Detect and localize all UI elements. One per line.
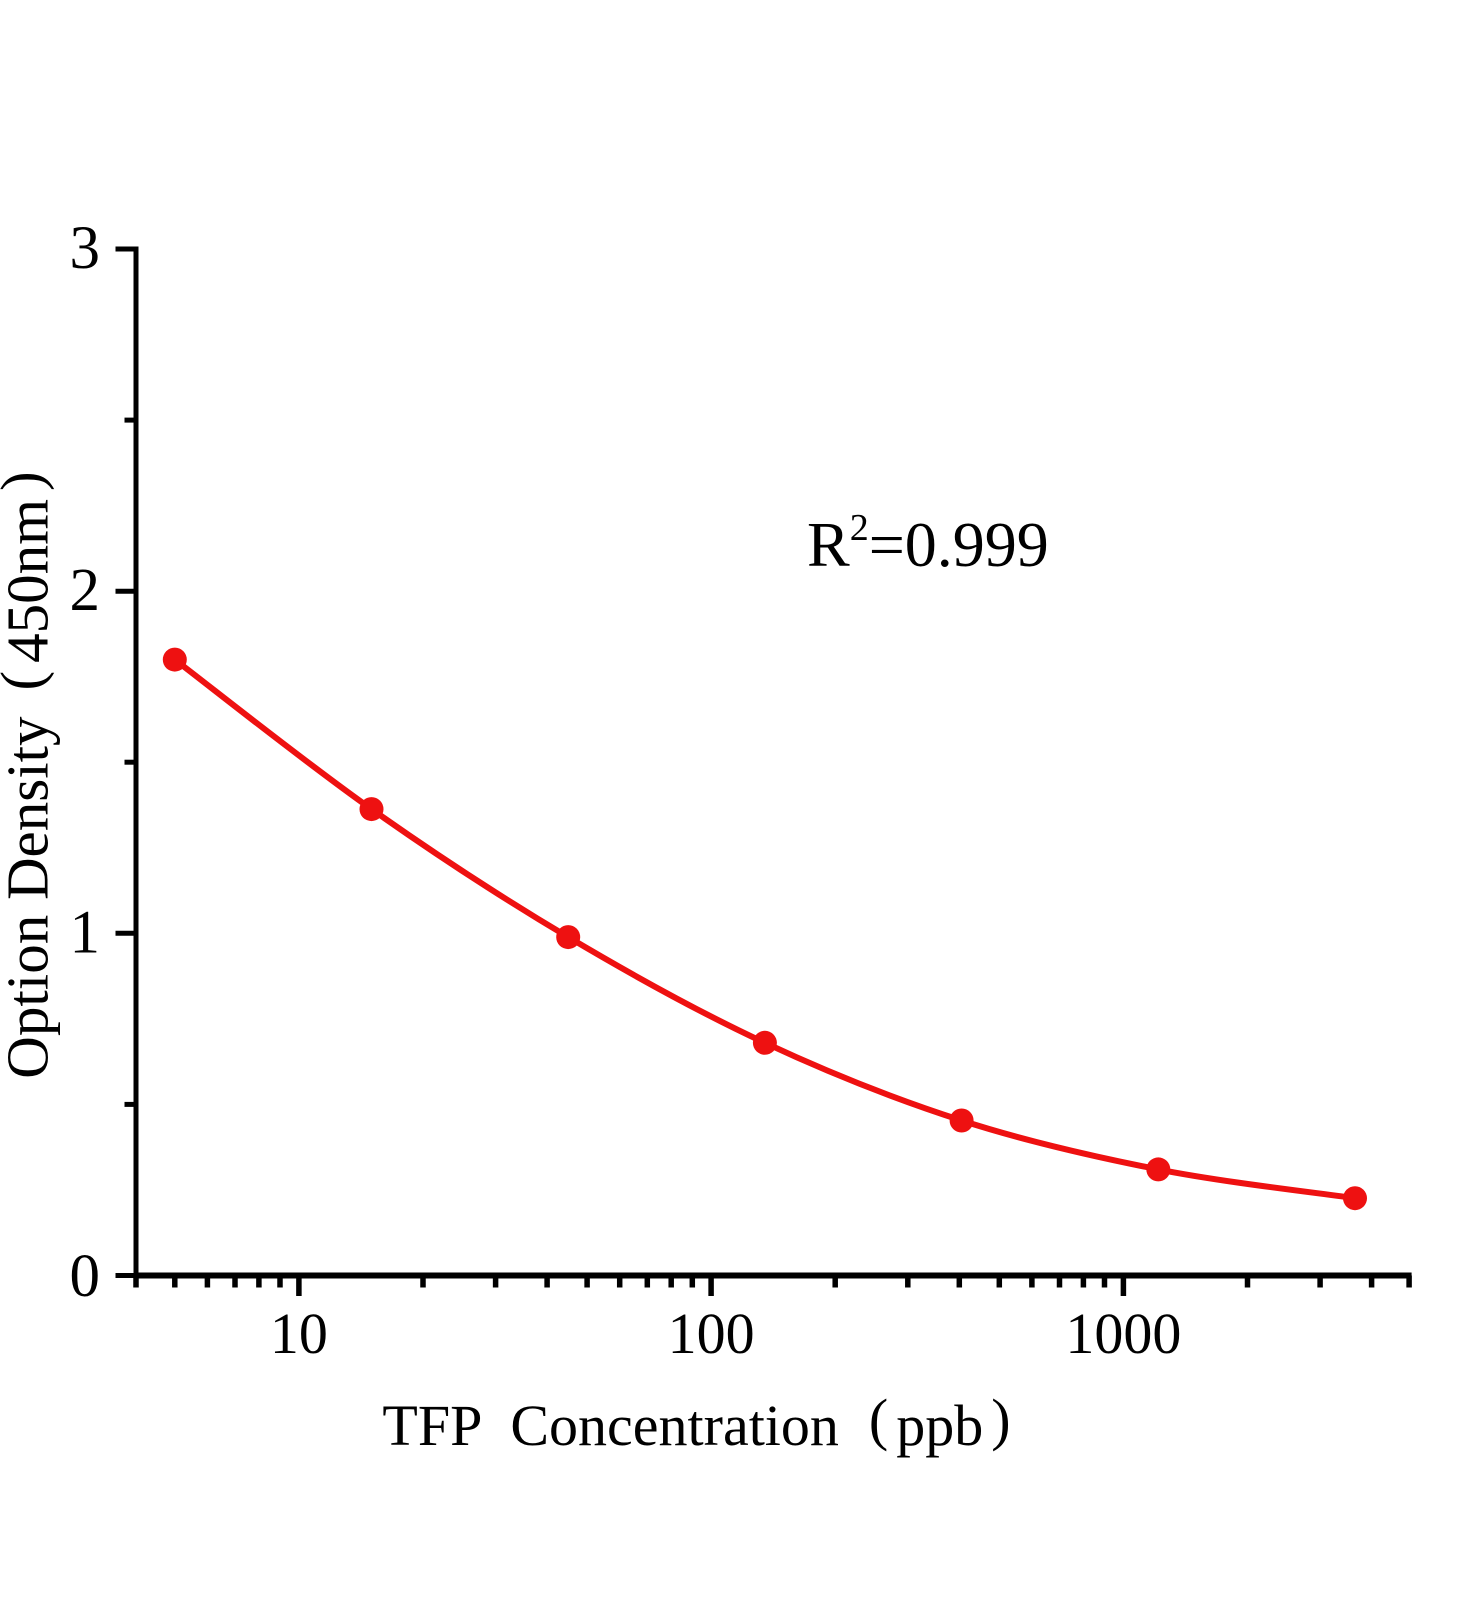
- svg-text:100: 100: [668, 1301, 755, 1366]
- svg-text:0: 0: [70, 1243, 101, 1310]
- svg-text:Option Density(450nm): Option Density(450nm): [0, 471, 61, 1078]
- svg-text:1: 1: [70, 899, 101, 966]
- svg-text:1000: 1000: [1065, 1301, 1181, 1366]
- svg-text:3: 3: [70, 215, 101, 282]
- svg-text:R2=0.999: R2=0.999: [807, 507, 1049, 580]
- svg-text:2: 2: [70, 557, 101, 624]
- svg-text:10: 10: [270, 1301, 328, 1366]
